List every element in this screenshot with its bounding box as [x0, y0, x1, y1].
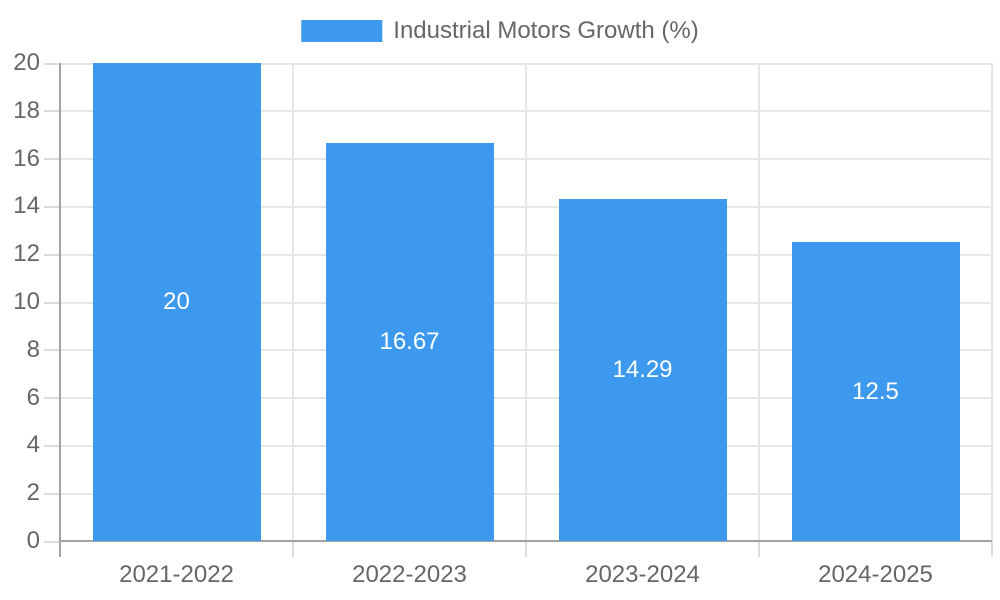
legend-item[interactable]: Industrial Motors Growth (%)	[301, 17, 699, 45]
y-axis-tick-label: 4	[26, 431, 40, 459]
bar[interactable]	[325, 142, 494, 541]
x-axis-category-label: 2021-2022	[119, 561, 234, 588]
y-axis-tick-mark	[44, 540, 60, 543]
bar[interactable]	[791, 242, 960, 541]
y-axis-tick-label: 12	[13, 240, 40, 268]
y-axis-tick-mark	[44, 349, 60, 352]
y-axis-tick-label: 6	[26, 383, 40, 411]
y-axis-tick-mark	[44, 110, 60, 113]
gridline-vertical	[758, 63, 760, 541]
x-axis-category-label: 2024-2025	[818, 561, 933, 588]
bar[interactable]	[558, 199, 727, 541]
legend-swatch	[301, 20, 383, 42]
y-axis-tick-mark	[44, 205, 60, 208]
x-axis-tick-mark	[525, 541, 527, 557]
bar-value-label: 20	[163, 288, 190, 315]
y-axis-tick-mark	[44, 444, 60, 447]
y-axis-tick-mark	[44, 253, 60, 256]
y-axis-tick-label: 0	[26, 527, 40, 554]
y-axis-tick-label: 18	[13, 96, 40, 124]
y-axis-tick-mark	[44, 158, 60, 161]
gridline-vertical	[991, 63, 993, 541]
bar[interactable]	[92, 63, 261, 541]
x-axis-tick-mark	[758, 541, 760, 557]
y-axis-tick-label: 10	[13, 288, 40, 315]
y-axis-tick-mark	[44, 492, 60, 495]
y-axis-line	[59, 63, 61, 557]
y-axis-tick-label: 20	[13, 49, 40, 76]
bar-value-label: 16.67	[379, 327, 440, 355]
y-axis-tick-mark	[44, 62, 60, 65]
y-axis-tick-label: 8	[26, 335, 40, 363]
bar-value-label: 14.29	[612, 356, 673, 384]
bar-value-label: 12.5	[852, 377, 899, 405]
gridline-vertical	[525, 63, 527, 541]
y-axis-tick-mark	[44, 397, 60, 400]
x-axis-category-label: 2023-2024	[585, 561, 700, 588]
y-axis-tick-label: 16	[13, 144, 40, 172]
x-axis-tick-mark	[292, 541, 294, 557]
x-axis-tick-mark	[991, 541, 993, 557]
y-axis-tick-label: 14	[13, 192, 40, 220]
x-axis-line	[59, 540, 992, 542]
legend-label: Industrial Motors Growth (%)	[393, 17, 699, 44]
x-axis-category-label: 2022-2023	[352, 561, 467, 588]
gridline-vertical	[292, 63, 294, 541]
y-axis-tick-label: 2	[26, 479, 40, 507]
y-axis-tick-mark	[44, 301, 60, 304]
